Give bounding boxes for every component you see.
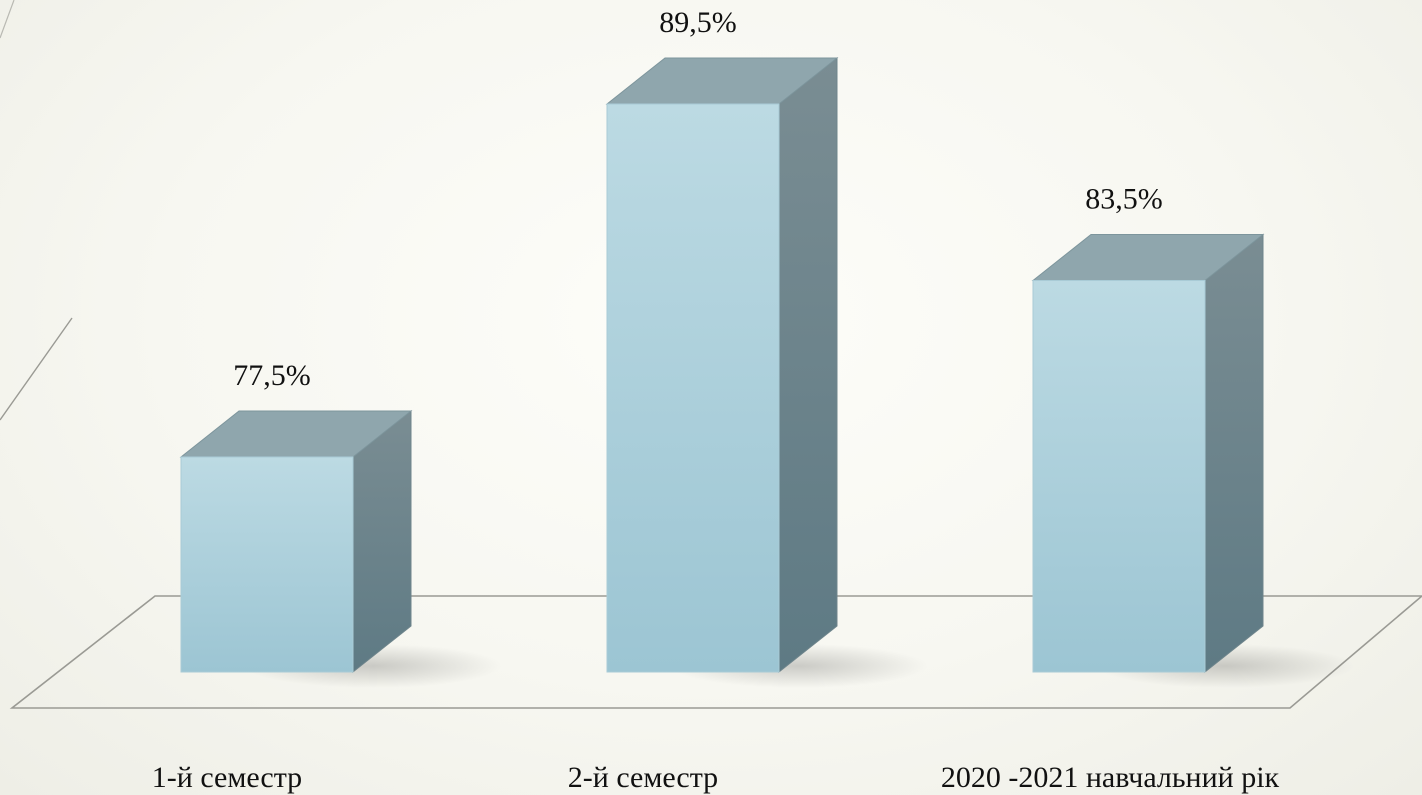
value-label-2: 89,5% bbox=[659, 6, 737, 39]
bar-front-face bbox=[180, 456, 354, 673]
category-label-3: 2020 -2021 навчальний рік bbox=[941, 761, 1280, 794]
bar-1 bbox=[179, 409, 502, 688]
floor-plane bbox=[9, 595, 1422, 709]
category-label-2: 2-й семестр bbox=[568, 761, 718, 794]
decor-line-left bbox=[0, 317, 73, 421]
category-label-1: 1-й семестр bbox=[152, 761, 302, 794]
bar-3 bbox=[1031, 233, 1354, 688]
value-label-3: 83,5% bbox=[1085, 183, 1163, 216]
bar-side-face bbox=[1204, 233, 1264, 674]
bar-2 bbox=[605, 56, 928, 688]
value-label-1: 77,5% bbox=[233, 359, 311, 392]
bar-front-face bbox=[1032, 280, 1206, 673]
decor-line-top bbox=[0, 0, 15, 39]
bar-side-face bbox=[778, 56, 838, 674]
bar-front-face bbox=[606, 103, 780, 673]
